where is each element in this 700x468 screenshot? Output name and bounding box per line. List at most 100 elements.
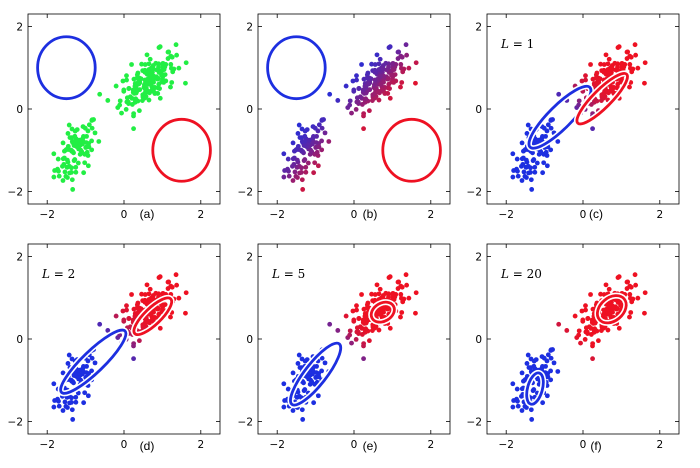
data-point: [616, 274, 622, 280]
data-point: [285, 166, 290, 172]
data-point: [545, 352, 551, 358]
data-point: [129, 62, 134, 67]
data-point: [376, 291, 382, 297]
data-point: [92, 130, 98, 136]
data-point: [81, 364, 86, 369]
data-point: [355, 329, 361, 335]
data-point: [612, 60, 618, 66]
data-point: [590, 356, 595, 362]
component-ellipse-red: [132, 296, 174, 337]
data-point: [303, 164, 309, 170]
data-point: [327, 91, 333, 97]
data-point: [136, 81, 142, 87]
data-point: [403, 42, 409, 48]
data-point: [363, 96, 369, 102]
data-point: [514, 166, 519, 172]
data-point: [400, 299, 406, 305]
data-point: [156, 311, 162, 317]
x-tick-label: 2: [427, 209, 434, 221]
data-point: [548, 355, 554, 361]
data-point: [156, 81, 162, 87]
y-tick-label: −2: [467, 417, 482, 429]
data-point: [72, 138, 78, 144]
data-point: [386, 294, 391, 300]
data-point: [290, 140, 296, 146]
data-point: [124, 77, 129, 83]
data-point: [159, 302, 164, 308]
data-point: [601, 307, 607, 313]
data-point: [146, 67, 152, 72]
data-point: [615, 81, 621, 87]
data-point: [377, 56, 383, 62]
data-point: [72, 373, 78, 378]
data-point: [378, 81, 384, 87]
data-point: [169, 284, 175, 290]
data-point: [360, 317, 366, 323]
x-tick-label: −2: [498, 209, 513, 221]
x-tick-label: 0: [121, 439, 128, 451]
data-point: [519, 408, 525, 413]
data-point: [76, 137, 82, 143]
data-point: [350, 308, 356, 314]
data-point: [583, 77, 588, 83]
data-point: [139, 291, 144, 297]
data-point: [281, 404, 287, 410]
data-point: [624, 49, 630, 55]
data-point: [86, 122, 92, 128]
data-point: [120, 78, 126, 84]
data-point: [365, 70, 371, 76]
data-point: [142, 299, 148, 305]
data-point: [604, 89, 610, 95]
data-point: [544, 393, 550, 399]
data-point: [292, 169, 298, 175]
data-point: [589, 317, 595, 323]
data-point: [399, 54, 405, 60]
data-point: [51, 151, 57, 157]
y-tick-label: 0: [475, 104, 482, 116]
data-point: [520, 161, 526, 167]
data-point: [286, 173, 292, 179]
data-point: [136, 108, 142, 114]
data-point: [142, 69, 148, 75]
data-point: [378, 311, 384, 317]
data-point: [369, 291, 374, 297]
x-tick-label: −2: [39, 439, 54, 451]
data-point: [616, 44, 622, 50]
data-point: [519, 386, 525, 392]
data-point: [66, 122, 72, 128]
data-point: [541, 125, 547, 131]
data-point: [522, 174, 528, 179]
data-point: [129, 292, 134, 297]
data-point: [347, 98, 353, 104]
data-point: [303, 169, 309, 175]
data-point: [73, 394, 79, 400]
data-point: [72, 133, 78, 139]
data-point: [148, 311, 154, 317]
data-point: [522, 147, 528, 153]
data-point: [579, 308, 585, 314]
data-point: [525, 122, 531, 128]
data-point: [145, 319, 151, 325]
data-point: [319, 117, 325, 123]
data-point: [369, 98, 375, 103]
y-tick-label: 0: [16, 334, 23, 346]
data-point: [583, 307, 588, 313]
data-point: [306, 137, 312, 143]
data-point: [598, 98, 604, 103]
data-point: [544, 163, 550, 169]
data-point: [627, 292, 633, 297]
data-point: [595, 338, 601, 344]
data-point: [51, 174, 57, 180]
component-ellipse-blue: [527, 84, 593, 150]
data-point: [365, 300, 371, 306]
data-point: [183, 60, 189, 66]
data-point: [157, 274, 163, 280]
data-point: [374, 282, 380, 288]
data-point: [293, 174, 299, 179]
component-ellipse-blue: [289, 341, 343, 407]
data-point: [540, 170, 546, 176]
data-point: [583, 325, 589, 331]
data-point: [295, 131, 301, 136]
data-point: [376, 67, 382, 72]
